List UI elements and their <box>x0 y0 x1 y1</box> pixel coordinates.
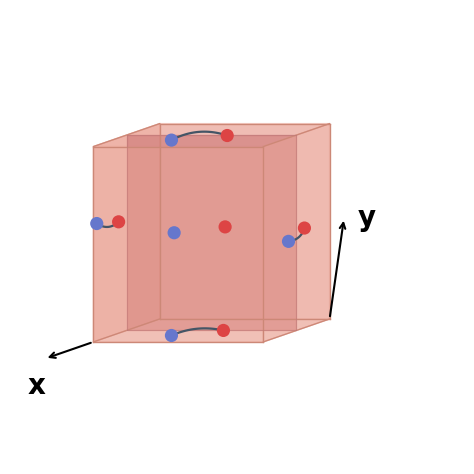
Polygon shape <box>93 124 160 342</box>
Polygon shape <box>93 124 329 146</box>
Point <box>93 220 100 228</box>
Polygon shape <box>160 124 329 319</box>
Point <box>170 229 178 237</box>
Polygon shape <box>93 319 329 342</box>
Text: y: y <box>357 204 376 232</box>
Polygon shape <box>93 146 264 342</box>
Point <box>223 132 231 139</box>
Point <box>168 332 175 339</box>
Point <box>219 327 227 334</box>
Text: x: x <box>27 372 46 401</box>
Point <box>301 224 308 232</box>
Point <box>285 237 292 245</box>
Point <box>115 218 122 226</box>
Point <box>221 223 229 231</box>
Polygon shape <box>127 135 296 330</box>
Polygon shape <box>264 124 329 342</box>
Point <box>168 137 175 144</box>
